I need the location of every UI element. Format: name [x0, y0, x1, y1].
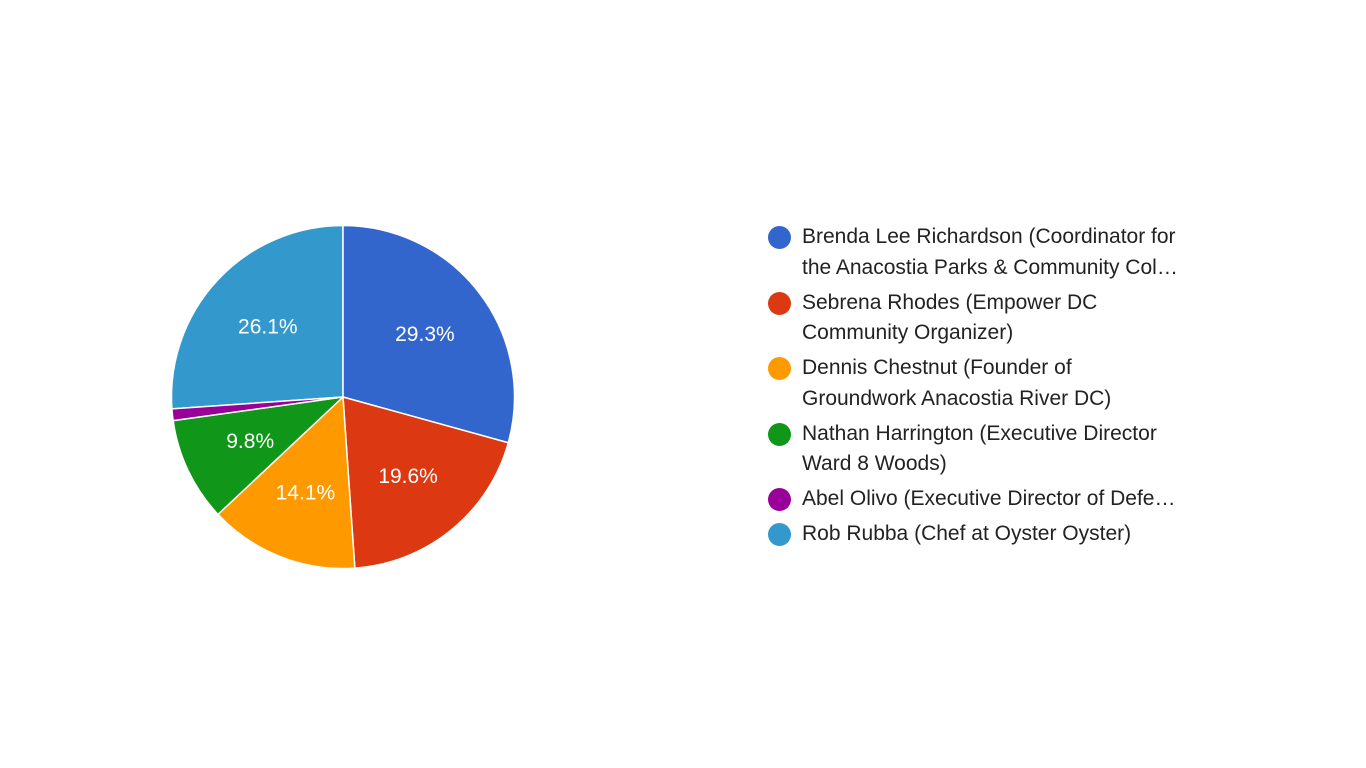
slice-value-label: 26.1% [238, 315, 298, 338]
slice-value-label: 19.6% [378, 465, 438, 488]
legend-swatch [768, 523, 791, 546]
legend-item: Brenda Lee Richardson (Coordinator for t… [768, 222, 1238, 283]
slice-value-label: 14.1% [276, 481, 336, 504]
legend-label: Rob Rubba (Chef at Oyster Oyster) [802, 522, 1132, 545]
pie-slice [172, 396, 344, 516]
legend-label: Sebrena Rhodes (Empower DC Community Org… [802, 290, 1098, 345]
pie-slice [171, 396, 344, 422]
legend-item: Sebrena Rhodes (Empower DC Community Org… [768, 288, 1238, 349]
pie-slice [217, 396, 356, 570]
pie-slice [342, 224, 516, 444]
legend-label: Brenda Lee Richardson (Coordinator for t… [802, 225, 1178, 279]
legend-swatch [768, 488, 791, 511]
legend-label: Abel Olivo (Executive Director of Defe… [802, 487, 1176, 510]
pie-slice [170, 224, 344, 410]
chart-legend: Brenda Lee Richardson (Coordinator for t… [768, 222, 1238, 554]
legend-item: Rob Rubba (Chef at Oyster Oyster) [768, 519, 1238, 550]
legend-label: Dennis Chestnut (Founder of Groundwork A… [802, 356, 1112, 410]
legend-swatch [768, 422, 791, 446]
legend-item: Abel Olivo (Executive Director of Defe… [768, 484, 1238, 515]
slice-value-label: 29.3% [395, 323, 455, 346]
slice-value-label: 9.8% [226, 430, 274, 453]
legend-swatch [768, 291, 791, 315]
legend-swatch [768, 357, 791, 380]
pie-chart: 29.3% 19.6% 14.1% 9.8% 26.1% [170, 224, 516, 570]
legend-item: Dennis Chestnut (Founder of Groundwork A… [768, 353, 1238, 414]
legend-swatch [768, 226, 791, 249]
legend-item: Nathan Harrington (Executive Director Wa… [768, 419, 1238, 480]
legend-label: Nathan Harrington (Executive Director Wa… [802, 421, 1157, 476]
pie-slice [342, 396, 510, 569]
